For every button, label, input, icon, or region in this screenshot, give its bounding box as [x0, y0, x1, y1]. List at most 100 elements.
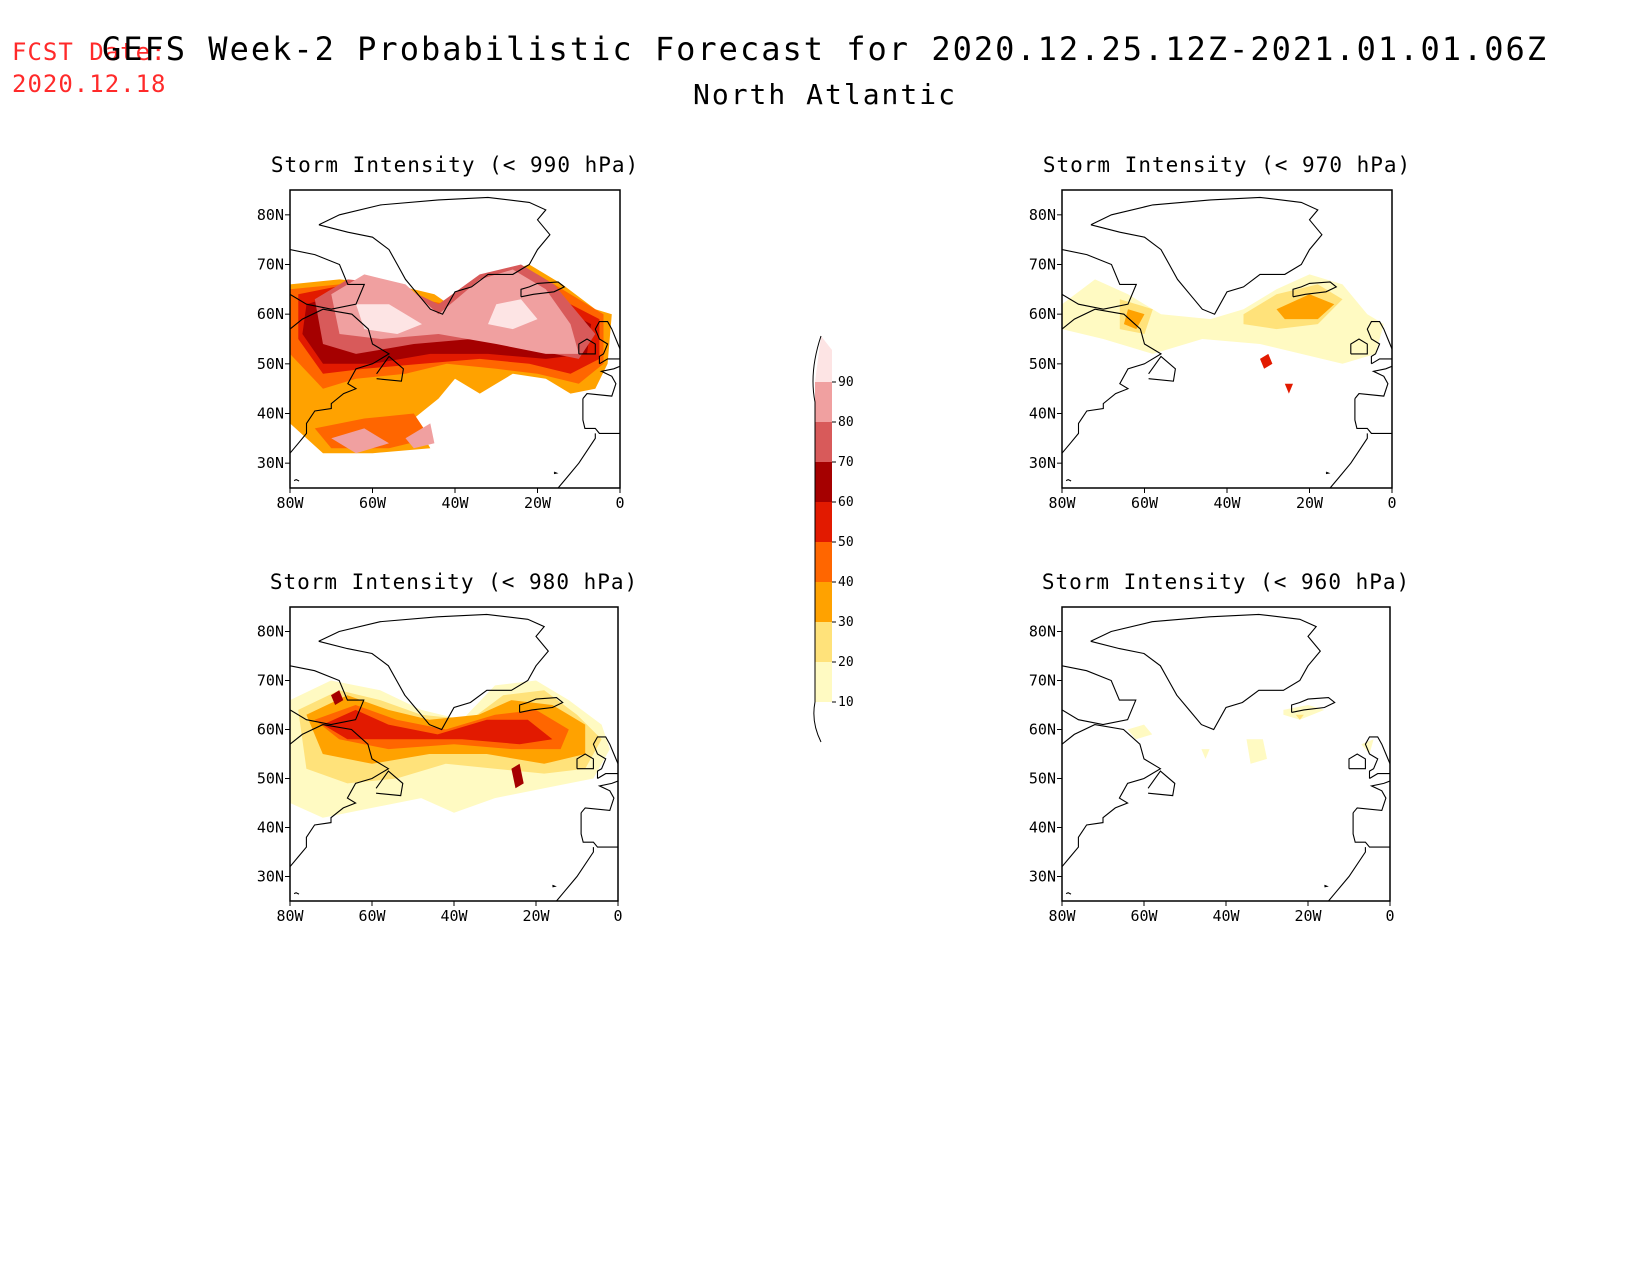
coastline	[1325, 471, 1331, 475]
x-tick-label: 80W	[276, 907, 304, 925]
coastline	[1148, 355, 1176, 382]
coastline	[290, 665, 365, 726]
coastline	[1354, 365, 1392, 399]
coastline	[519, 697, 564, 713]
y-tick-label: 50N	[257, 770, 284, 788]
colorbar-outline	[812, 335, 822, 743]
probability-region-10	[1283, 705, 1325, 720]
colorbar-swatch	[815, 382, 832, 422]
coastline	[592, 736, 618, 779]
x-tick-label: 60W	[358, 907, 386, 925]
panel-title: Storm Intensity (< 970 hPa)	[1043, 153, 1411, 177]
probability-region-90	[356, 304, 422, 334]
coastline	[1352, 780, 1390, 814]
x-tick-label: 20W	[1296, 494, 1324, 512]
coastline	[318, 196, 551, 315]
forecast-date-label: FCST Date:	[12, 38, 167, 66]
subtitle: North Atlantic	[692, 78, 957, 111]
coastline	[594, 321, 620, 365]
x-tick-label: 80W	[276, 494, 304, 512]
x-tick-label: 80W	[1048, 907, 1076, 925]
panel-title: Storm Intensity (< 980 hPa)	[270, 570, 638, 594]
coastline	[582, 398, 620, 434]
coastline	[578, 338, 596, 355]
x-tick-label: 60W	[1131, 494, 1159, 512]
main-title: GEFS Week-2 Probabilistic Forecast for 2…	[101, 30, 1549, 68]
y-tick-label: 40N	[1029, 819, 1056, 837]
coastline	[557, 433, 596, 488]
y-tick-label: 50N	[257, 355, 284, 373]
coastline	[1062, 249, 1138, 310]
map-panel-3: Storm Intensity (< 980 hPa) 80W 60W 40W 20W 0…	[257, 570, 638, 925]
probability-region-30	[1276, 294, 1335, 320]
y-tick-label: 30N	[257, 454, 284, 472]
colorbar-swatch	[815, 336, 832, 382]
probability-region-80	[405, 423, 435, 449]
coastline	[1065, 478, 1072, 482]
coastline	[1062, 308, 1163, 454]
probability-region-30	[1123, 309, 1145, 330]
coastline	[1354, 398, 1392, 434]
x-tick-label: 60W	[359, 494, 387, 512]
coastline	[1062, 665, 1137, 726]
coastline	[1350, 338, 1368, 355]
colorbar-swatch	[815, 622, 832, 662]
x-tick-label: 0	[1385, 907, 1394, 925]
y-tick-label: 70N	[257, 256, 284, 274]
x-tick-label: 60W	[1130, 907, 1158, 925]
colorbar-tick-label: 50	[838, 535, 854, 550]
x-tick-label: 0	[613, 907, 622, 925]
coastline	[375, 770, 404, 797]
colorbar-tick-label: 30	[838, 615, 854, 630]
coastline	[580, 780, 618, 814]
probability-region-50	[1284, 383, 1293, 394]
y-tick-label: 80N	[1029, 623, 1056, 641]
probability-region-10	[1127, 724, 1153, 740]
y-tick-label: 30N	[1029, 868, 1056, 886]
coastline	[293, 478, 300, 482]
coastline	[556, 847, 594, 901]
coastline	[1329, 433, 1368, 488]
coastline	[1366, 321, 1392, 365]
probability-region-60	[331, 690, 344, 705]
probability-region-10	[1246, 739, 1267, 764]
coastline	[1062, 724, 1162, 868]
coastline	[1364, 736, 1390, 779]
map-frame	[1061, 606, 1391, 902]
x-tick-label: 80W	[1048, 494, 1076, 512]
probability-region-50	[1260, 353, 1273, 369]
coastline	[552, 884, 557, 888]
colorbar-tick-label: 40	[838, 575, 854, 590]
coastline	[290, 724, 390, 868]
y-tick-label: 30N	[257, 868, 284, 886]
x-tick-label: 0	[615, 494, 624, 512]
x-tick-label: 20W	[522, 907, 550, 925]
y-tick-label: 50N	[1029, 770, 1056, 788]
panel-title: Storm Intensity (< 960 hPa)	[1042, 570, 1410, 594]
coastline	[1065, 892, 1072, 895]
y-tick-label: 60N	[1029, 305, 1056, 323]
colorbar-swatch	[815, 582, 832, 622]
y-tick-label: 70N	[257, 672, 284, 690]
x-tick-label: 20W	[524, 494, 552, 512]
coastline	[553, 471, 559, 475]
coastline	[1090, 196, 1323, 315]
forecast-date-value: 2020.12.18	[12, 70, 167, 98]
x-tick-label: 20W	[1294, 907, 1322, 925]
y-tick-label: 50N	[1029, 355, 1056, 373]
colorbar-tick-label: 70	[838, 455, 854, 470]
colorbar-swatch	[815, 462, 832, 502]
probability-region-10	[1361, 739, 1374, 754]
y-tick-label: 70N	[1029, 256, 1056, 274]
y-tick-label: 70N	[1029, 672, 1056, 690]
probability-region-80	[331, 428, 389, 454]
colorbar-swatch	[815, 502, 832, 542]
probability-region-20	[1295, 714, 1304, 720]
x-tick-label: 0	[1387, 494, 1396, 512]
y-tick-label: 40N	[257, 819, 284, 837]
coastline	[582, 365, 620, 399]
coastline	[580, 812, 618, 848]
coastline	[1147, 770, 1176, 797]
probability-region-90	[488, 299, 538, 330]
